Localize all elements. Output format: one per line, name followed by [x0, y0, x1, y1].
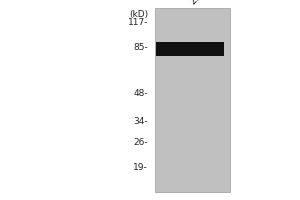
Text: 85-: 85- — [133, 43, 148, 52]
Bar — [155, 8, 230, 192]
Text: 26-: 26- — [134, 138, 148, 147]
Text: 19-: 19- — [133, 163, 148, 172]
Text: 34-: 34- — [134, 117, 148, 126]
Bar — [156, 42, 224, 56]
Text: 117-: 117- — [128, 18, 148, 27]
Text: 293: 293 — [188, 0, 208, 6]
Text: 48-: 48- — [134, 89, 148, 98]
Text: (kD): (kD) — [129, 10, 148, 19]
